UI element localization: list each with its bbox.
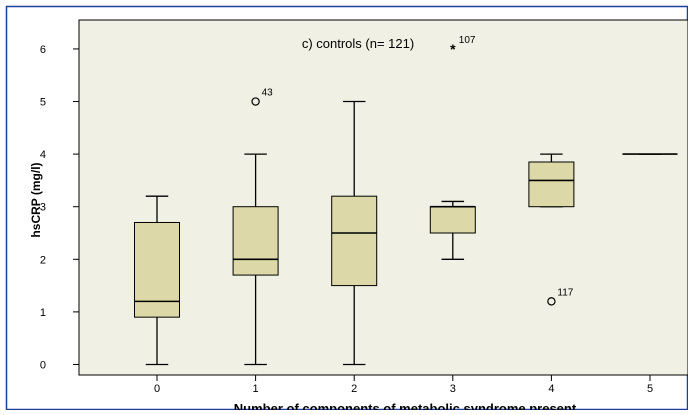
- y-tick-label: 5: [40, 97, 46, 109]
- outlier-117: 117: [547, 287, 574, 306]
- outlier-label: 117: [557, 287, 573, 298]
- outlier-label: 107: [459, 35, 476, 46]
- box-group-4: [528, 153, 575, 208]
- x-tick-label: 2: [351, 383, 357, 395]
- y-axis: 0 1 2 3 4 5 6: [40, 44, 79, 371]
- y-tick-label: 2: [40, 254, 46, 266]
- box: [528, 161, 575, 208]
- y-axis-label: hsCRP (mg/l): [29, 162, 43, 237]
- box: [232, 206, 279, 276]
- y-tick-label: 0: [40, 359, 46, 371]
- box: [429, 206, 476, 234]
- x-tick-label: 0: [154, 383, 160, 395]
- chart-title: c) controls (n= 121): [302, 36, 414, 51]
- box-group-2: [331, 100, 378, 366]
- outlier-star: *: [450, 41, 456, 57]
- outliers-layer: 43 *107 117: [251, 35, 574, 306]
- outlier-107: *107: [450, 35, 476, 57]
- box-group-0: [134, 195, 180, 366]
- outlier-circle: [251, 97, 260, 106]
- box-group-3: [429, 200, 476, 260]
- box-group-1: [232, 153, 279, 366]
- x-tick-label: 5: [647, 383, 653, 395]
- x-tick-label: 3: [450, 383, 456, 395]
- x-axis: 0 1 2 3 4 5: [154, 375, 653, 395]
- outlier-circle: [547, 297, 556, 306]
- y-tick-label: 4: [40, 149, 46, 161]
- y-tick-label: 6: [40, 44, 46, 56]
- outlier-label: 43: [262, 88, 274, 99]
- plot-area: [78, 19, 688, 376]
- box: [331, 195, 378, 287]
- box: [134, 221, 180, 318]
- boxes-layer: [134, 100, 678, 366]
- x-tick-label: 1: [253, 383, 259, 395]
- x-tick-label: 4: [548, 383, 554, 395]
- outlier-43: 43: [251, 88, 274, 106]
- x-axis-label: Number of components of metabolic syndro…: [234, 401, 577, 410]
- y-tick-label: 3: [40, 202, 46, 214]
- y-tick-label: 1: [40, 307, 46, 319]
